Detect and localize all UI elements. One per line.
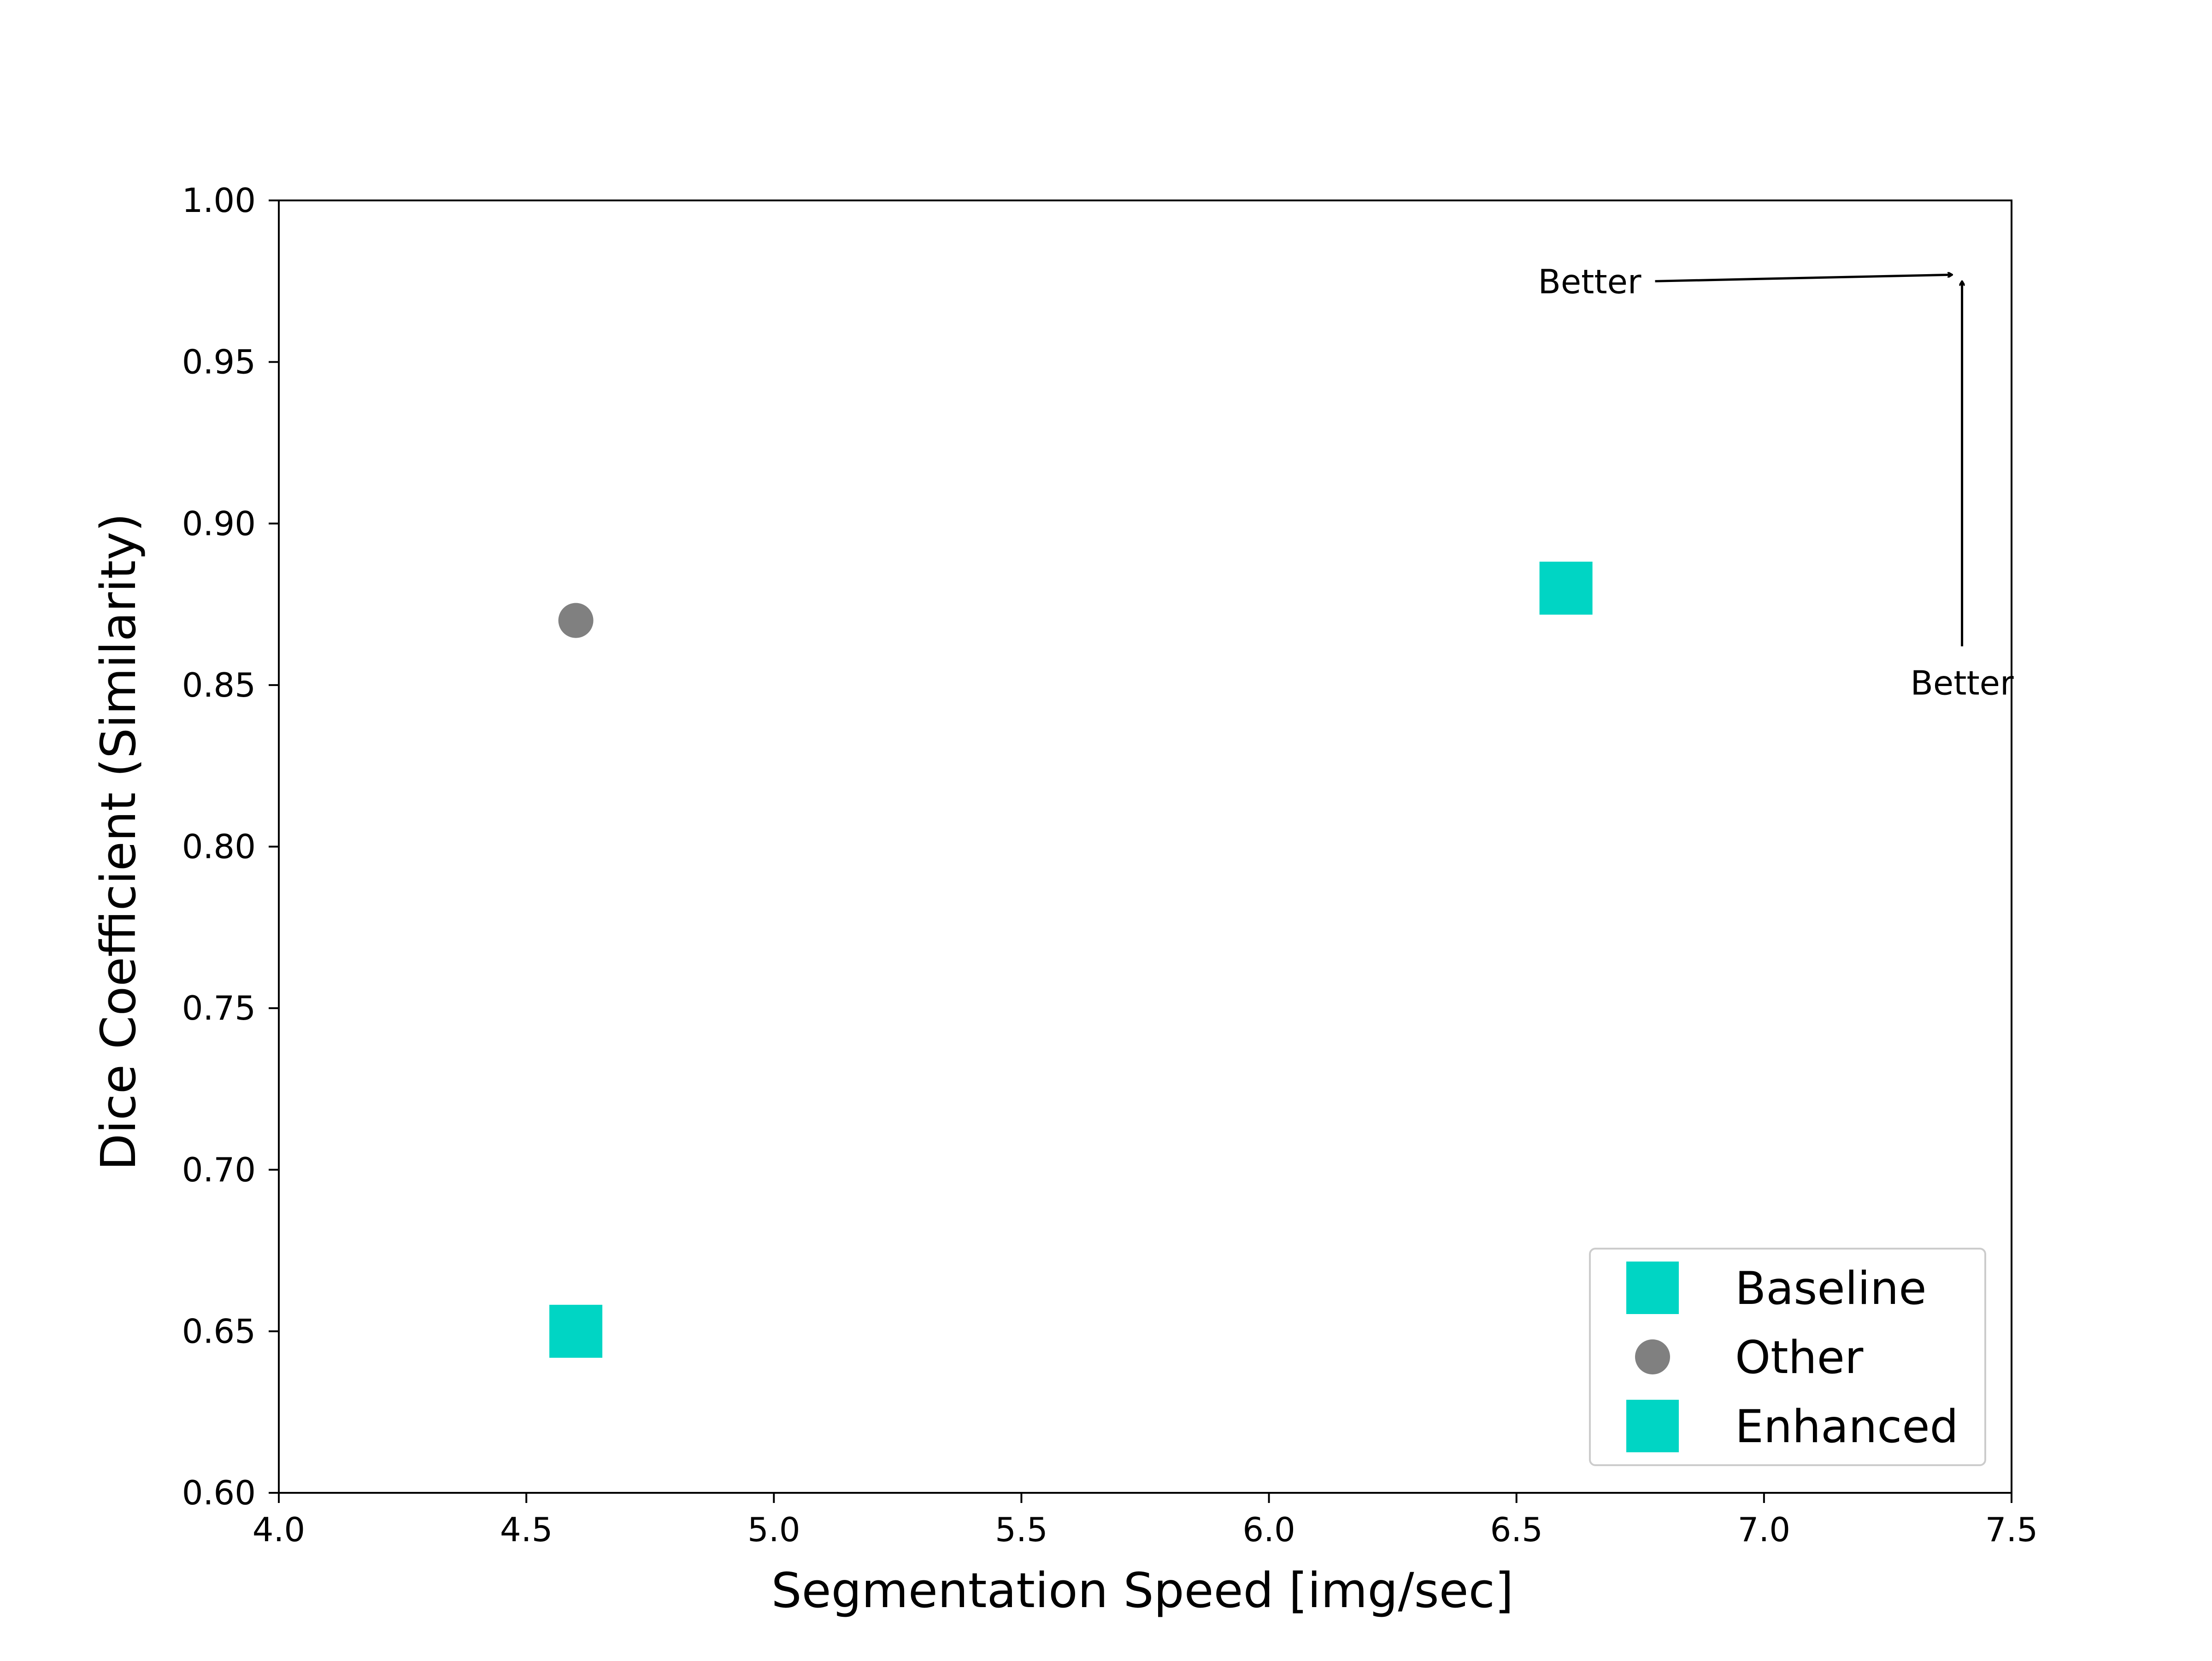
x-tick-label: 7.5 [1985,1510,2038,1549]
data-point-other [558,603,594,638]
better-annotation-horizontal: Better [1538,262,1641,301]
legend-label-baseline: Baseline [1735,1262,1927,1315]
x-tick-label: 7.0 [1738,1510,1791,1549]
better-arrow-horizontal [1655,275,1953,282]
y-tick-label: 0.90 [182,504,256,543]
y-tick-label: 0.75 [182,989,256,1027]
x-tick-label: 5.0 [747,1510,800,1549]
x-tick-label: 5.5 [995,1510,1048,1549]
data-point-enhanced [1539,562,1593,615]
legend-label-enhanced: Enhanced [1735,1401,1959,1453]
y-tick-label: 0.85 [182,666,256,704]
x-tick-label: 4.0 [253,1510,306,1549]
y-tick-label: 0.80 [182,828,256,866]
x-tick-label: 4.5 [500,1510,553,1549]
y-tick-label: 0.60 [182,1473,256,1512]
legend-marker-enhanced [1626,1400,1679,1452]
legend-box [1589,1248,1986,1466]
legend-marker-baseline [1626,1262,1679,1314]
y-tick-label: 0.65 [182,1312,256,1350]
better-annotation-vertical: Better [1911,664,2014,703]
x-tick-label: 6.5 [1490,1510,1543,1549]
x-tick-label: 6.0 [1242,1510,1295,1549]
legend-marker-other [1635,1339,1670,1374]
data-point-baseline [549,1304,603,1358]
legend-label-other: Other [1735,1332,1864,1384]
y-tick-label: 0.95 [182,343,256,382]
y-axis-title: Dice Coefficient (Similarity) [90,513,147,1171]
x-axis-title: Segmentation Speed [img/sec] [771,1562,1514,1619]
y-tick-label: 0.70 [182,1150,256,1189]
y-tick-label: 1.00 [182,181,256,220]
